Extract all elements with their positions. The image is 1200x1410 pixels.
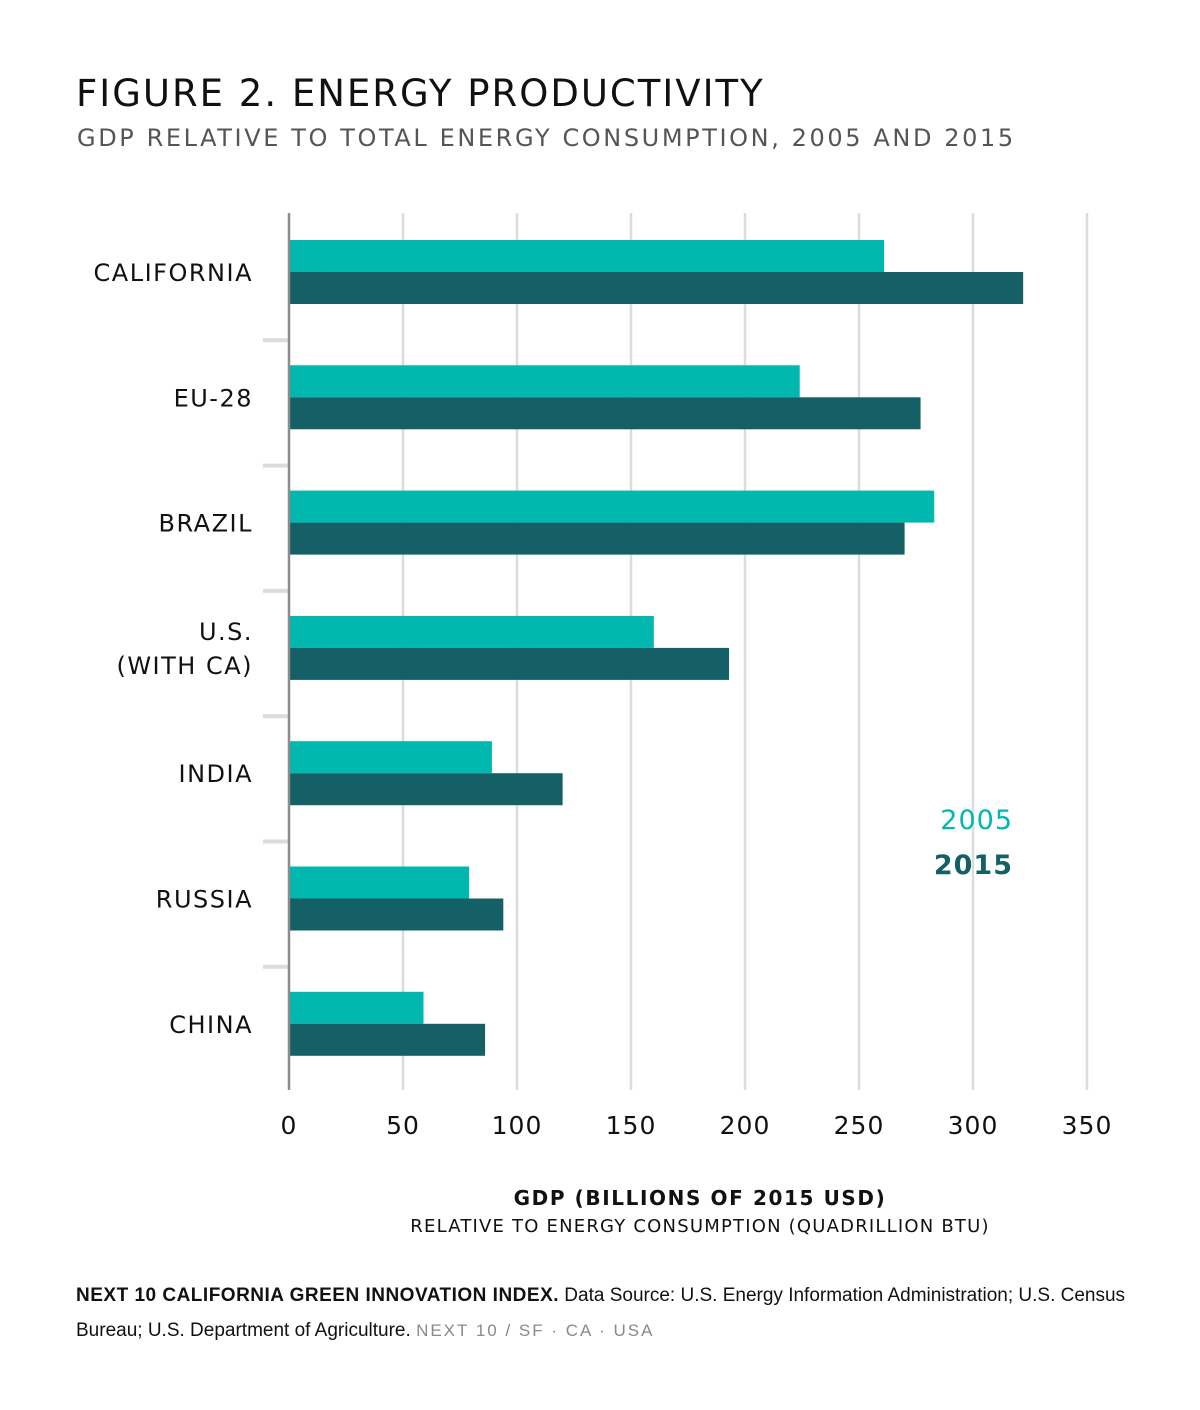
- bar-2005: [289, 240, 885, 272]
- bar-chart: CALIFORNIA EU-28 BRAZIL U.S. (WITH CA) INDIA R…: [94, 213, 1113, 1140]
- category-label: RUSSIA: [156, 886, 253, 914]
- chart-subtitle: GDP RELATIVE TO TOTAL ENERGY CONSUMPTION…: [77, 124, 1016, 152]
- chart-title: FIGURE 2. ENERGY PRODUCTIVITY: [76, 72, 765, 115]
- bar-2015: [289, 898, 504, 931]
- x-axis-title: GDP (BILLIONS OF 2015 USD): [513, 1186, 887, 1210]
- category-label: EU-28: [174, 384, 253, 412]
- x-tick-label: 350: [1062, 1111, 1113, 1140]
- x-tick-label: 250: [834, 1111, 885, 1140]
- bar-2005: [289, 866, 470, 899]
- bar-2015: [289, 647, 730, 680]
- footer-note: NEXT 10 CALIFORNIA GREEN INNOVATION INDE…: [76, 1278, 1136, 1348]
- bar-2005: [289, 741, 492, 774]
- legend-2005: 2005: [940, 805, 1013, 836]
- x-tick-label: 150: [606, 1111, 657, 1140]
- x-tick-label: 100: [492, 1111, 543, 1140]
- category-label: (WITH CA): [116, 652, 253, 680]
- x-tick-label: 50: [386, 1111, 420, 1140]
- x-tick-label: 300: [948, 1111, 999, 1140]
- bar-2015: [289, 773, 563, 806]
- bar-2005: [289, 615, 654, 648]
- bar-2005: [289, 490, 935, 523]
- x-tick-label: 0: [281, 1111, 298, 1140]
- bar-2015: [289, 1023, 486, 1056]
- x-axis-subtitle: RELATIVE TO ENERGY CONSUMPTION (QUADRILL…: [410, 1216, 990, 1237]
- legend-2015: 2015: [934, 850, 1013, 881]
- category-label: CHINA: [169, 1011, 253, 1039]
- footer-source: Data Source: U.S. Energy Information Adm…: [76, 1285, 1126, 1341]
- bar-2015: [289, 397, 921, 430]
- footer-brand: NEXT 10 CALIFORNIA GREEN INNOVATION INDE…: [76, 1285, 560, 1306]
- category-label: BRAZIL: [159, 510, 253, 538]
- bar-2015: [289, 522, 905, 555]
- footer-tag: NEXT 10 / SF · CA · USA: [416, 1321, 655, 1340]
- bar-2015: [289, 272, 1024, 304]
- category-label: INDIA: [178, 760, 253, 788]
- category-label: U.S.: [199, 618, 253, 646]
- bar-2005: [289, 365, 800, 398]
- x-tick-label: 200: [720, 1111, 771, 1140]
- bar-2005: [289, 991, 424, 1024]
- category-label: CALIFORNIA: [94, 259, 253, 287]
